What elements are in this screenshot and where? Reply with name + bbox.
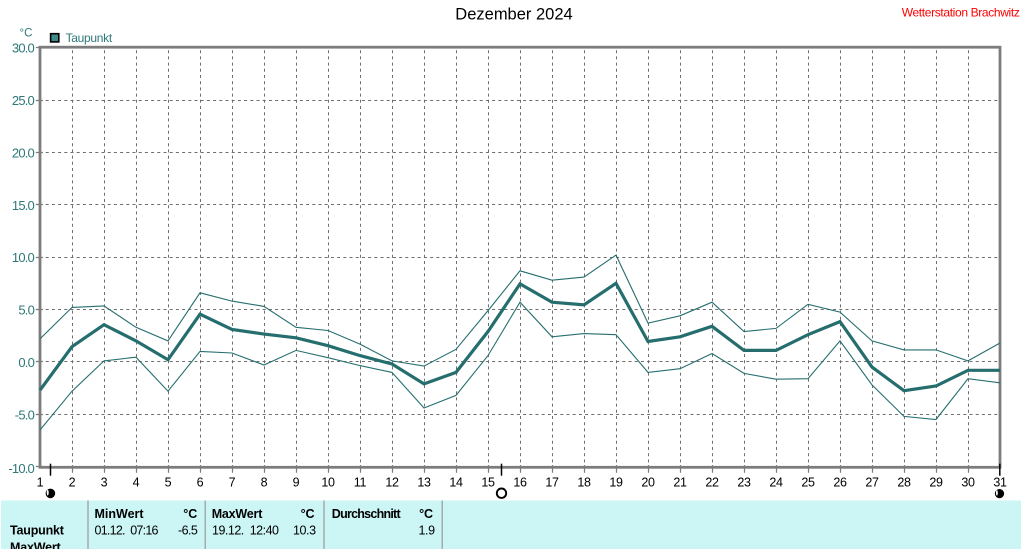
svg-text:1: 1 xyxy=(37,476,44,490)
svg-text:10.0: 10.0 xyxy=(12,250,35,265)
svg-text:01.12. 07:16: 01.12. 07:16 xyxy=(95,524,159,538)
svg-text:21: 21 xyxy=(673,476,687,490)
svg-text:19.12. 12:40: 19.12. 12:40 xyxy=(212,524,279,538)
svg-text:19: 19 xyxy=(609,476,623,490)
svg-text:9: 9 xyxy=(293,476,300,490)
svg-text:Wetterstation Brachwitz: Wetterstation Brachwitz xyxy=(902,6,1020,20)
svg-text:°C: °C xyxy=(20,28,33,40)
svg-text:29: 29 xyxy=(929,476,943,490)
svg-text:20.0: 20.0 xyxy=(12,145,35,160)
svg-text:14: 14 xyxy=(449,476,463,490)
svg-text:MaxWert: MaxWert xyxy=(212,507,264,521)
svg-text:-6.5: -6.5 xyxy=(178,524,198,538)
svg-text:10: 10 xyxy=(321,476,335,490)
svg-text:27: 27 xyxy=(865,476,879,490)
svg-text:°C: °C xyxy=(301,507,315,521)
svg-text:18: 18 xyxy=(577,476,591,490)
svg-text:15: 15 xyxy=(481,476,495,490)
svg-text:17: 17 xyxy=(545,476,559,490)
svg-text:15.0: 15.0 xyxy=(12,198,35,213)
svg-text:28: 28 xyxy=(897,476,911,490)
svg-text:25.0: 25.0 xyxy=(12,93,35,108)
svg-text:25: 25 xyxy=(801,476,815,490)
svg-text:8: 8 xyxy=(261,476,268,490)
svg-text:30.0: 30.0 xyxy=(12,41,35,56)
svg-text:-5.0: -5.0 xyxy=(15,407,35,422)
svg-text:23: 23 xyxy=(737,476,751,490)
svg-text:Taupunkt: Taupunkt xyxy=(66,31,113,45)
svg-text:-10.0: -10.0 xyxy=(8,461,34,476)
svg-text:Durchschnitt: Durchschnitt xyxy=(332,507,402,521)
svg-text:MinWert: MinWert xyxy=(95,507,145,521)
svg-text:5: 5 xyxy=(165,476,172,490)
svg-text:31: 31 xyxy=(993,476,1007,490)
svg-text:Dezember 2024: Dezember 2024 xyxy=(455,6,572,24)
svg-text:7: 7 xyxy=(229,476,236,490)
svg-text:13: 13 xyxy=(417,476,431,490)
svg-text:22: 22 xyxy=(705,476,719,490)
svg-text:10.3: 10.3 xyxy=(293,524,316,538)
svg-text:2: 2 xyxy=(69,476,76,490)
svg-text:0.0: 0.0 xyxy=(18,355,34,370)
svg-text:30: 30 xyxy=(961,476,975,490)
svg-text:Taupunkt: Taupunkt xyxy=(10,524,65,538)
svg-text:4: 4 xyxy=(133,476,140,490)
svg-text:1.9: 1.9 xyxy=(419,524,436,538)
svg-text:24: 24 xyxy=(769,476,783,490)
svg-text:°C: °C xyxy=(183,507,197,521)
svg-text:20: 20 xyxy=(641,476,655,490)
svg-text:°C: °C xyxy=(419,507,433,521)
svg-text:MaxWert: MaxWert xyxy=(10,541,62,549)
svg-text:26: 26 xyxy=(833,476,847,490)
svg-text:12: 12 xyxy=(385,476,399,490)
svg-text:11: 11 xyxy=(354,476,367,490)
svg-text:16: 16 xyxy=(513,476,527,490)
svg-text:3: 3 xyxy=(101,476,108,490)
svg-text:6: 6 xyxy=(197,476,204,490)
svg-text:5.0: 5.0 xyxy=(18,303,34,318)
